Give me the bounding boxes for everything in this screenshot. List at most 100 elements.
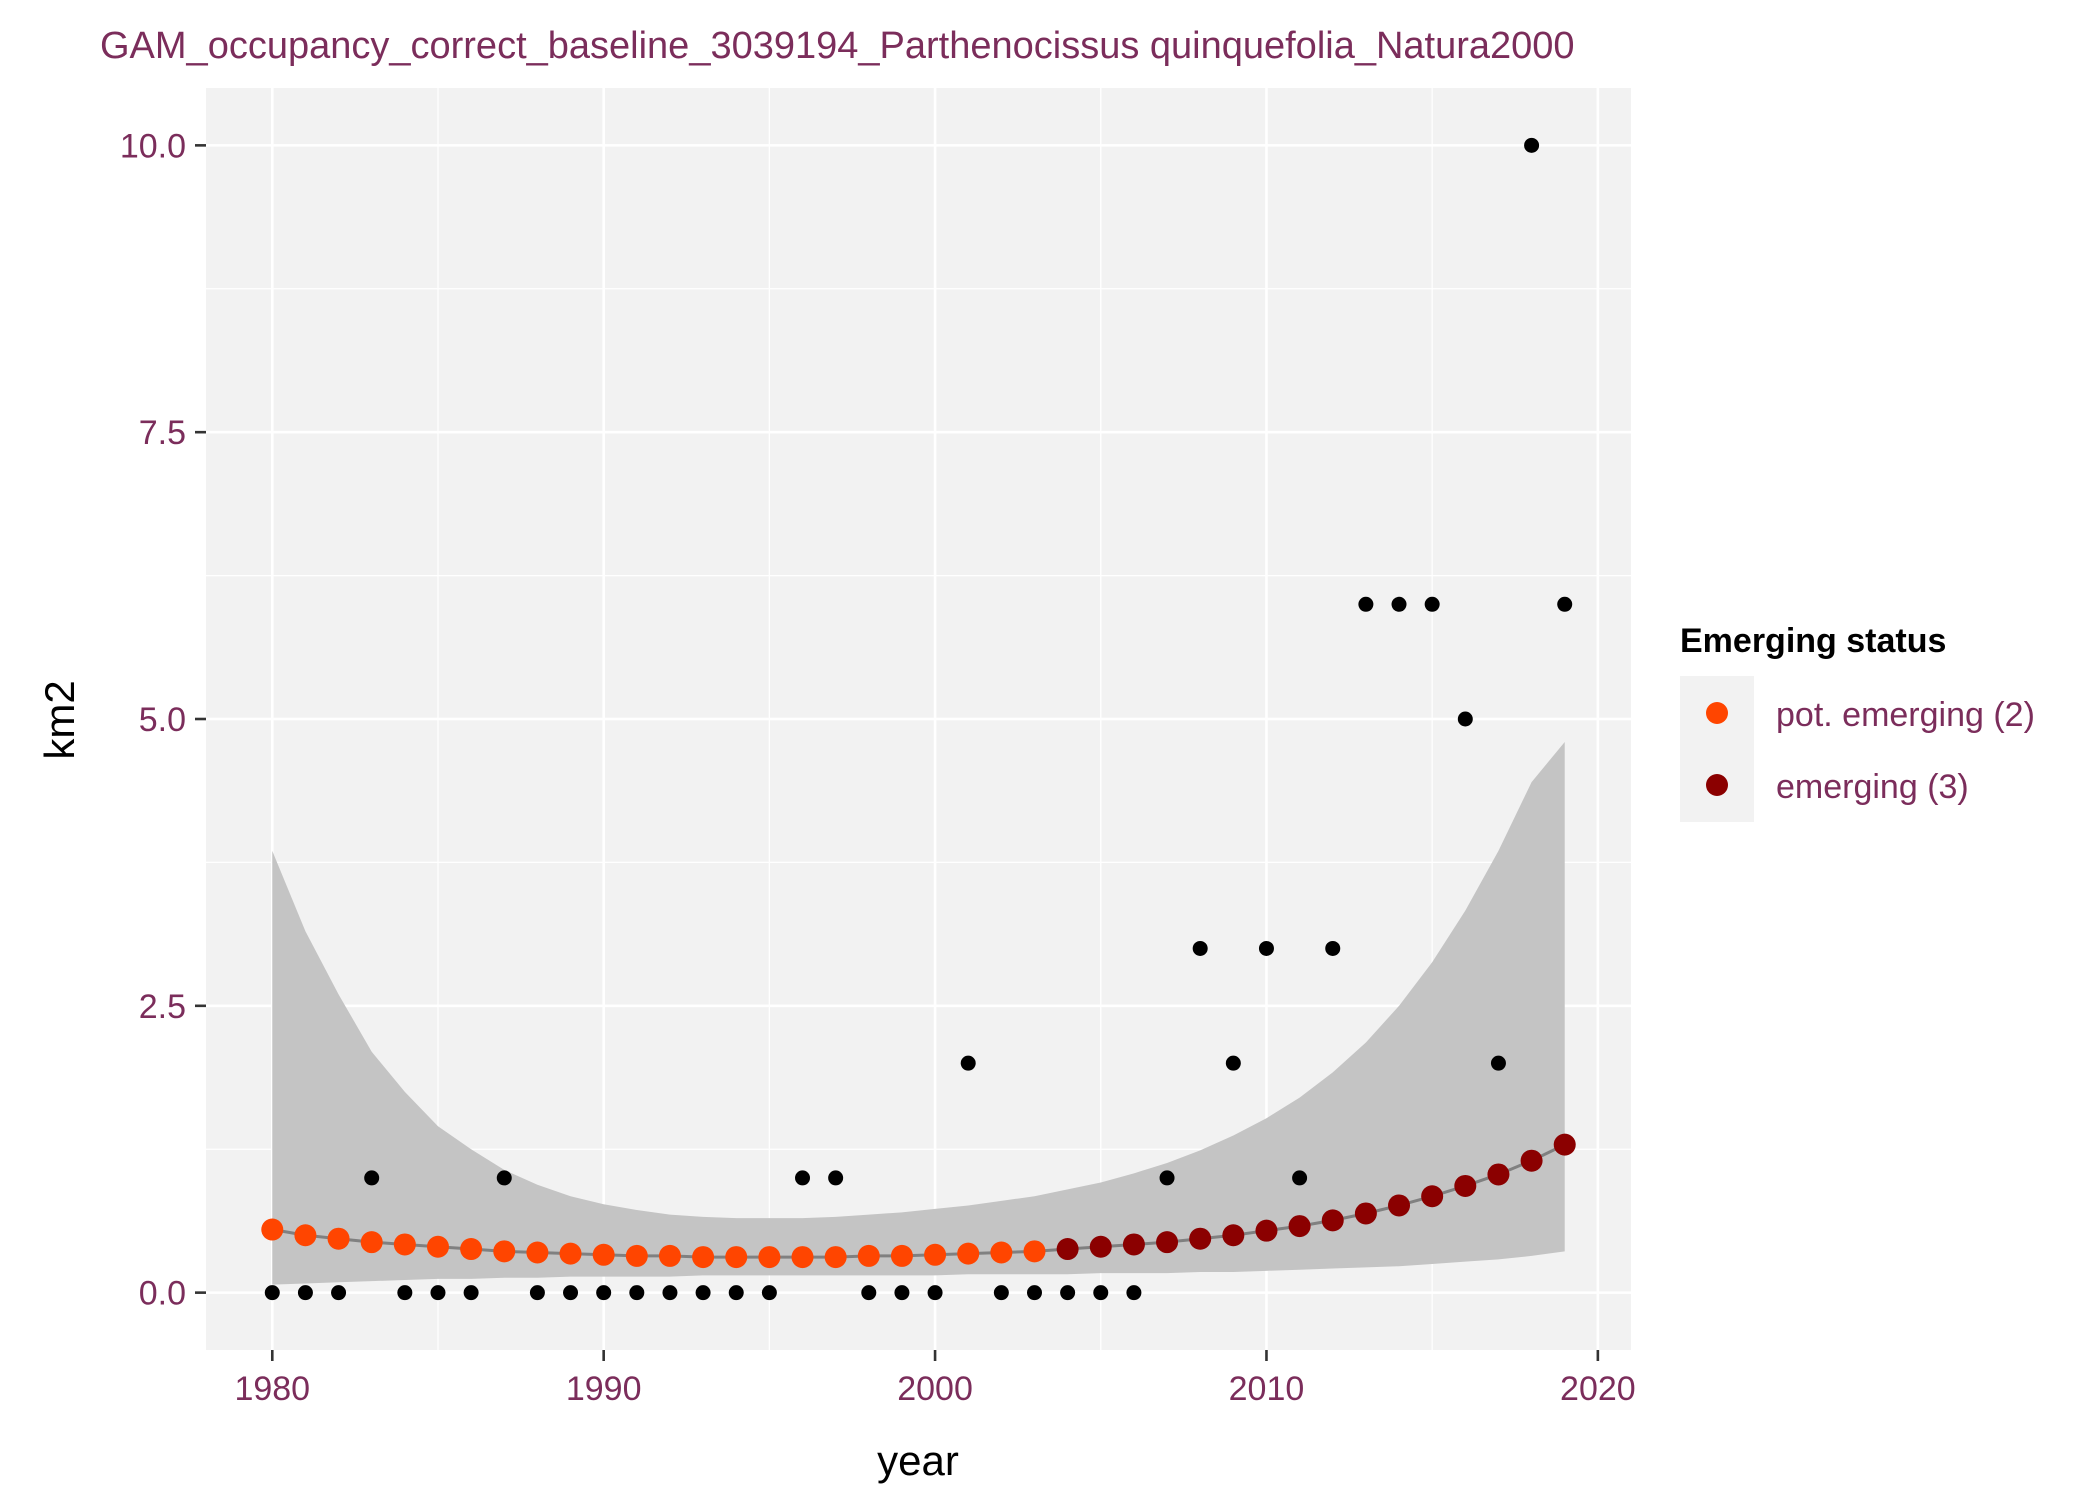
x-tick-label: 2010 <box>1229 1370 1305 1408</box>
observed-point <box>1325 940 1341 956</box>
fit-point <box>1520 1149 1543 1172</box>
fit-point <box>990 1241 1013 1264</box>
fit-point <box>327 1227 350 1250</box>
grid-major <box>206 88 1631 1350</box>
fit-point <box>1421 1185 1444 1208</box>
fit-points <box>261 1133 1576 1269</box>
fit-point <box>1553 1133 1576 1156</box>
fit-point <box>360 1231 383 1254</box>
fit-point <box>1156 1231 1179 1254</box>
observed-point <box>993 1285 1009 1301</box>
observed-point <box>960 1055 976 1071</box>
fit-point <box>1288 1215 1311 1238</box>
observed-point <box>297 1285 313 1301</box>
fit-point <box>824 1246 847 1269</box>
observed-point <box>828 1170 844 1186</box>
observed-point <box>463 1285 479 1301</box>
fit-point <box>1321 1209 1344 1232</box>
fit-point <box>758 1246 781 1269</box>
fit-point <box>1222 1224 1245 1247</box>
fit-point <box>559 1242 582 1265</box>
observed-point <box>1026 1285 1042 1301</box>
fit-point <box>791 1246 814 1269</box>
fit-point <box>592 1243 615 1266</box>
observed-point <box>1159 1170 1175 1186</box>
fit-point <box>725 1246 748 1269</box>
observed-point <box>695 1285 711 1301</box>
legend-key-emerging <box>1706 774 1728 796</box>
fit-point <box>890 1244 913 1267</box>
fit-point <box>1388 1194 1411 1217</box>
observed-point <box>1126 1285 1142 1301</box>
observed-point <box>331 1285 347 1301</box>
confidence-band <box>272 741 1565 1285</box>
legend: Emerging status pot. emerging (2) emergi… <box>1680 622 2035 822</box>
x-tick-label: 1980 <box>234 1370 310 1408</box>
fit-point <box>493 1240 516 1263</box>
fit-point <box>1454 1174 1477 1197</box>
legend-key-background <box>1680 676 1754 822</box>
fit-point <box>692 1246 715 1269</box>
observed-point <box>1292 1170 1308 1186</box>
observed-point <box>1457 711 1473 727</box>
observed-point <box>927 1285 943 1301</box>
observed-point <box>629 1285 645 1301</box>
observed-point <box>761 1285 777 1301</box>
observed-point <box>364 1170 380 1186</box>
observed-point <box>1093 1285 1109 1301</box>
fit-point <box>625 1244 648 1267</box>
observed-point <box>1490 1055 1506 1071</box>
x-tick-label: 1990 <box>566 1370 642 1408</box>
y-tick-label: 2.5 <box>139 988 186 1026</box>
observed-point <box>596 1285 612 1301</box>
y-axis: 0.0 2.5 5.0 7.5 10.0 <box>120 127 206 1313</box>
fit-point <box>1354 1202 1377 1225</box>
x-tick-label: 2020 <box>1560 1370 1636 1408</box>
y-tick-label: 0.0 <box>139 1275 186 1313</box>
observed-point <box>795 1170 811 1186</box>
observed-point <box>1557 596 1573 612</box>
observed-point <box>496 1170 512 1186</box>
legend-label-emerging: emerging (3) <box>1776 768 1969 806</box>
observed-point <box>1524 137 1540 153</box>
y-tick-label: 5.0 <box>139 701 186 739</box>
fit-point <box>1255 1219 1278 1242</box>
observed-point <box>1391 596 1407 612</box>
observed-point <box>264 1285 280 1301</box>
fit-point <box>294 1224 317 1247</box>
x-axis-title: year <box>877 1437 959 1484</box>
observed-point <box>1424 596 1440 612</box>
fit-point <box>1089 1235 1112 1258</box>
x-axis: 1980 1990 2000 2010 2020 <box>234 1350 1636 1408</box>
fit-point <box>1056 1238 1079 1261</box>
legend-label-pot-emerging: pot. emerging (2) <box>1776 696 2035 734</box>
observed-point <box>894 1285 910 1301</box>
fit-point <box>460 1238 483 1261</box>
fit-point <box>658 1244 681 1267</box>
fit-point <box>426 1235 449 1258</box>
fit-point <box>1023 1240 1046 1263</box>
observed-point <box>529 1285 545 1301</box>
observed-point <box>1060 1285 1076 1301</box>
observed-point <box>1258 940 1274 956</box>
fit-point <box>1189 1227 1212 1250</box>
fit-point <box>857 1244 880 1267</box>
legend-key-pot-emerging <box>1706 702 1728 724</box>
observed-point <box>397 1285 413 1301</box>
legend-title: Emerging status <box>1680 622 1946 660</box>
observed-point <box>728 1285 744 1301</box>
chart-title: GAM_occupancy_correct_baseline_3039194_P… <box>100 25 1575 67</box>
y-tick-label: 7.5 <box>139 414 186 452</box>
fit-line <box>272 1143 1566 1259</box>
fit-point <box>957 1242 980 1265</box>
observed-point <box>1225 1055 1241 1071</box>
fit-point <box>526 1241 549 1264</box>
fit-point <box>1122 1233 1145 1256</box>
observed-point <box>1358 596 1374 612</box>
y-tick-label: 10.0 <box>120 127 186 165</box>
y-axis-title: km2 <box>36 680 83 759</box>
observed-points <box>264 137 1573 1301</box>
observed-point <box>563 1285 579 1301</box>
fit-point <box>1487 1163 1510 1186</box>
